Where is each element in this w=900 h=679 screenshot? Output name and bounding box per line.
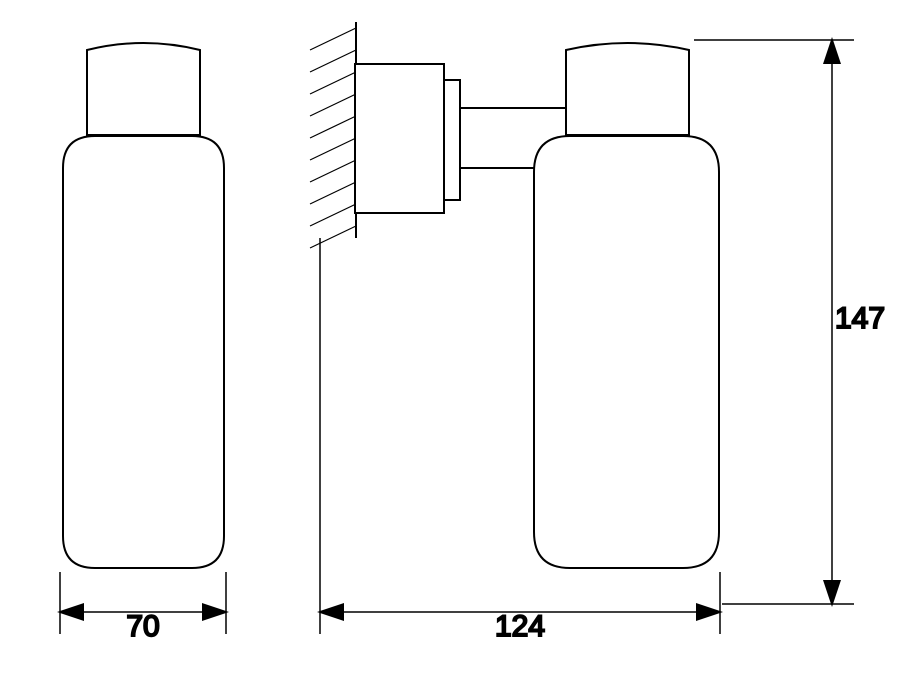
hatch-line	[310, 226, 356, 248]
hatch-line	[310, 182, 356, 204]
hatch-line	[310, 204, 356, 226]
wall-plate	[355, 64, 444, 213]
hatch-line	[310, 94, 356, 116]
hatch-line	[310, 72, 356, 94]
dim-label-front-width: 70	[126, 610, 159, 643]
technical-drawing: 70 124 147	[0, 0, 900, 679]
hatch-line	[310, 28, 356, 50]
side-body	[534, 136, 719, 568]
hatch-line	[310, 160, 356, 182]
dim-label-height: 147	[835, 302, 885, 335]
front-body	[63, 136, 224, 568]
hatch-line	[310, 116, 356, 138]
front-cap	[87, 43, 200, 135]
dim-label-side-width: 124	[495, 610, 545, 643]
bracket-plate	[444, 80, 460, 200]
hatch-line	[310, 50, 356, 72]
side-cap	[566, 43, 689, 135]
hatch-line	[310, 138, 356, 160]
